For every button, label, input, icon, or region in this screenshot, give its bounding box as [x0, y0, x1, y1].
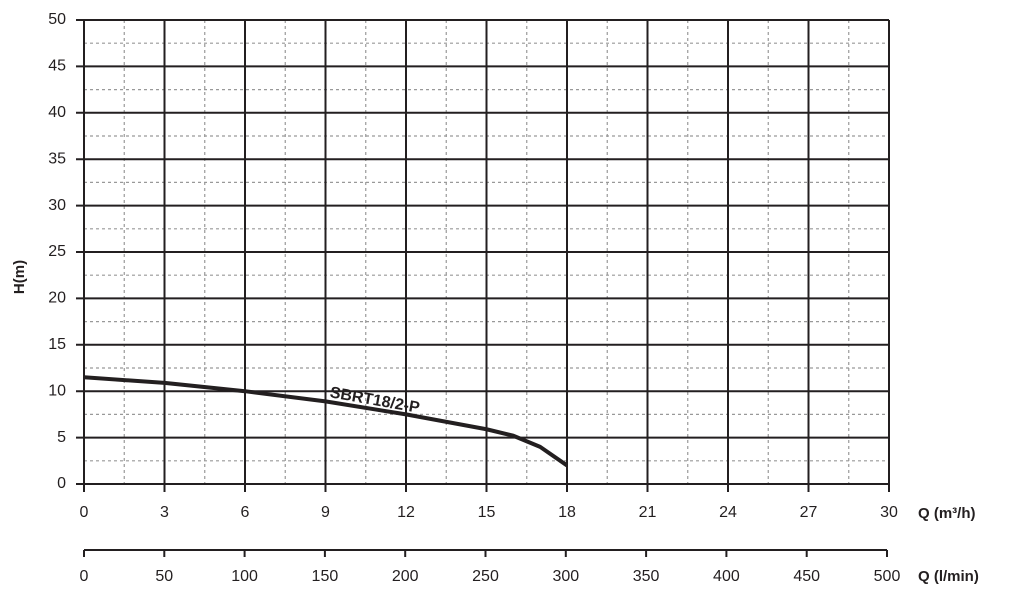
y-tick-label: 5 [57, 429, 66, 446]
pump-curve [83, 375, 569, 468]
x-tick-label: 15 [478, 504, 496, 521]
y-axis-title: H(m) [11, 260, 28, 294]
y-tick-label: 45 [48, 58, 66, 75]
x2-tick-label: 350 [633, 568, 660, 585]
y-tick-label: 10 [48, 382, 66, 399]
x2-tick-label: 150 [312, 568, 339, 585]
y-tick-label: 35 [48, 150, 66, 167]
x-axis-title: Q (m³/h) [918, 505, 976, 522]
x2-tick-label: 500 [874, 568, 901, 585]
x-tick-label: 0 [80, 504, 89, 521]
x-tick-label: 9 [321, 504, 330, 521]
x2-tick-label: 0 [80, 568, 89, 585]
y-tick-label: 25 [48, 243, 66, 260]
x-tick-label: 30 [880, 504, 898, 521]
x2-tick-label: 450 [793, 568, 820, 585]
curve-label: SBRT18/2-P [329, 384, 422, 417]
x2-tick-label: 100 [231, 568, 258, 585]
y-tick-label: 0 [57, 475, 66, 492]
x2-axis-title: Q (l/min) [918, 568, 979, 585]
x-tick-label: 3 [160, 504, 169, 521]
x-tick-label: 24 [719, 504, 737, 521]
y-tick-label: 50 [48, 11, 66, 28]
y-tick-label: 30 [48, 197, 66, 214]
x2-tick-label: 50 [155, 568, 173, 585]
y-tick-label: 15 [48, 336, 66, 353]
y-tick-label: 40 [48, 104, 66, 121]
x-tick-label: 12 [397, 504, 415, 521]
x2-tick-label: 300 [552, 568, 579, 585]
x2-tick-label: 400 [713, 568, 740, 585]
x2-tick-label: 250 [472, 568, 499, 585]
x2-tick-label: 200 [392, 568, 419, 585]
y-tick-label: 20 [48, 290, 66, 307]
x-tick-label: 18 [558, 504, 576, 521]
x-tick-label: 27 [800, 504, 818, 521]
x-tick-label: 6 [241, 504, 250, 521]
x-tick-label: 21 [639, 504, 657, 521]
